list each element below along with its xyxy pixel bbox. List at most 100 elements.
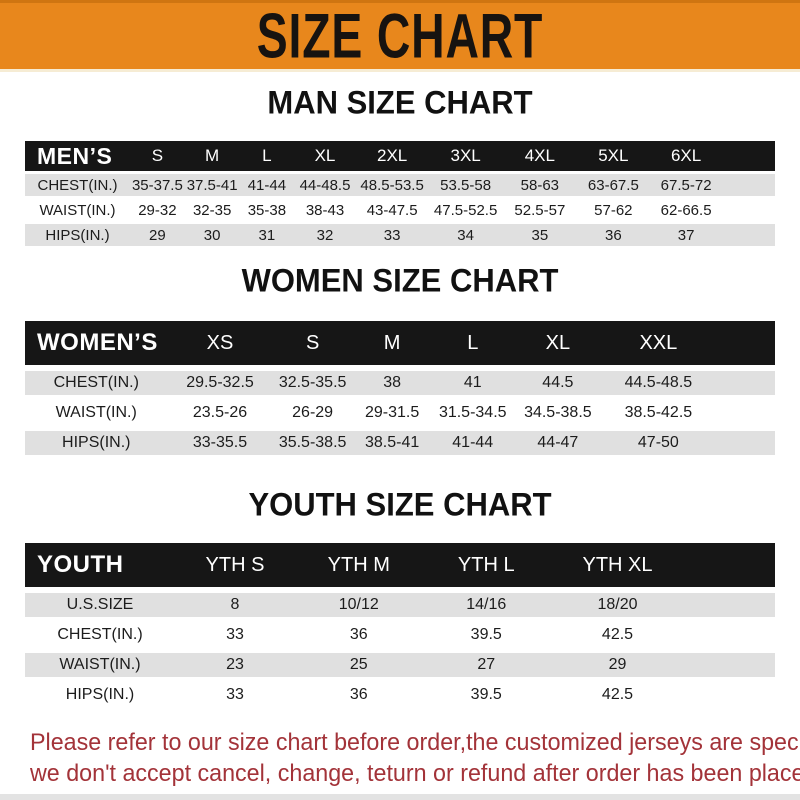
cell-value: 29.5-32.5 (186, 374, 254, 391)
cell-value: 32-35 (192, 201, 232, 219)
cell-value: 33 (226, 686, 244, 703)
cell-value: 31 (258, 226, 276, 244)
cell-value: 39.5 (470, 686, 502, 703)
cell-value: 41 (463, 374, 482, 391)
cell-value: 44.5-48.5 (624, 374, 693, 391)
cell-value: 67.5-72 (660, 176, 712, 194)
women-size-table: WOMEN’S XS S M L XL XXL CHEST(IN.) 29.5-32.5 32.… (25, 315, 775, 461)
cell-value: 29 (608, 656, 627, 673)
cell-value: 29-31.5 (364, 404, 420, 421)
cell-value: 47.5-52.5 (433, 201, 498, 219)
men-table-header-row: MEN’S S M L XL 2XL 3XL 4XL 5XL 6XL (25, 141, 775, 171)
table-row: HIPS(IN.) 29 30 31 32 33 34 35 36 37 (25, 224, 775, 246)
table-row: CHEST(IN.) 33 36 39.5 42.5 (25, 623, 775, 647)
cell-value: 23 (226, 656, 244, 673)
spacer-cell (715, 321, 775, 365)
cell-value: 38.5-42.5 (624, 404, 693, 421)
cell-value: 31.5-34.5 (438, 404, 507, 421)
cell-value: 44-48.5 (299, 176, 351, 194)
spacer-cell (715, 401, 775, 425)
cell-value: 26-29 (292, 404, 334, 421)
cell-value: 8 (230, 596, 240, 613)
cell-value: 33 (383, 226, 401, 244)
table-row: U.S.SIZE 8 10/12 14/16 18/20 (25, 593, 775, 617)
cell-value: 36 (349, 686, 368, 703)
cell-value: 23.5-26 (192, 404, 248, 421)
column-header: M (352, 321, 432, 365)
column-header: XS (167, 321, 273, 365)
cell-value: 38-43 (305, 201, 345, 219)
men-size-table: MEN’S S M L XL 2XL 3XL 4XL 5XL 6XL CHEST(IN.) 35-3… (25, 138, 775, 249)
column-header: 5XL (576, 141, 650, 171)
spacer-cell (722, 174, 775, 196)
cell-value: 35 (531, 226, 549, 244)
column-header: XL (514, 321, 602, 365)
table-row: HIPS(IN.) 33-35.5 35.5-38.5 38.5-41 41-44 44-… (25, 431, 775, 455)
spacer-cell (685, 593, 775, 617)
cell-value: 52.5-57 (514, 201, 566, 219)
cell-value: 36 (605, 226, 622, 244)
row-label: HIPS(IN.) (45, 226, 110, 244)
cell-value: 34.5-38.5 (524, 404, 592, 421)
row-label: HIPS(IN.) (65, 686, 135, 703)
footer-line-1: Please refer to our size chart before or… (30, 729, 800, 756)
cell-value: 25 (349, 656, 368, 673)
cell-value: 34 (457, 226, 474, 244)
column-header: XL (294, 141, 356, 171)
women-table-header-row: WOMEN’S XS S M L XL XXL (25, 321, 775, 365)
women-section-heading: WOMEN SIZE CHART (241, 261, 559, 300)
row-label: WAIST(IN.) (39, 201, 116, 219)
spacer-cell (685, 683, 775, 707)
row-label: U.S.SIZE (66, 596, 134, 613)
youth-table-header-row: YOUTH YTH S YTH M YTH L YTH XL (25, 543, 775, 587)
youth-section-heading: YOUTH SIZE CHART (248, 485, 552, 524)
table-row: HIPS(IN.) 33 36 39.5 42.5 (25, 683, 775, 707)
size-chart-banner: SIZE CHART (0, 0, 800, 72)
row-label: CHEST(IN.) (53, 374, 139, 391)
column-header: YTH S (175, 543, 295, 587)
table-row: WAIST(IN.) 29-32 32-35 35-38 38-43 43-47.5 47.… (25, 199, 775, 221)
spacer-cell (685, 543, 775, 587)
footer-line-2: we don't accept cancel, change, teturn o… (30, 760, 800, 787)
youth-size-table: YOUTH YTH S YTH M YTH L YTH XL U.S.SIZE 8 10/1… (25, 537, 775, 713)
cell-value: 62-66.5 (660, 201, 712, 219)
table-row: WAIST(IN.) 23.5-26 26-29 29-31.5 31.5-34.5 34… (25, 401, 775, 425)
cell-value: 63-67.5 (587, 176, 639, 194)
cell-value: 58-63 (520, 176, 560, 194)
column-header: 2XL (355, 141, 429, 171)
table-title-cell: YOUTH (25, 543, 175, 587)
table-title-cell: MEN’S (25, 141, 130, 171)
cell-value: 57-62 (594, 201, 633, 219)
bottom-strip (0, 794, 800, 800)
column-header: L (431, 321, 514, 365)
cell-value: 44.5 (542, 374, 574, 391)
cell-value: 29 (149, 226, 166, 244)
cell-value: 32.5-35.5 (278, 374, 347, 391)
table-row: CHEST(IN.) 29.5-32.5 32.5-35.5 38 41 44.5 44.5… (25, 371, 775, 395)
spacer-cell (722, 199, 775, 221)
cell-value: 37.5-41 (186, 176, 238, 194)
cell-value: 10/12 (338, 596, 379, 613)
table-row: WAIST(IN.) 23 25 27 29 (25, 653, 775, 677)
cell-value: 14/16 (466, 596, 507, 613)
cell-value: 33-35.5 (192, 434, 248, 451)
cell-value: 32 (316, 226, 334, 244)
cell-value: 37 (677, 226, 695, 244)
cell-value: 41-44 (452, 434, 494, 451)
row-label: WAIST(IN.) (59, 656, 141, 673)
cell-value: 35-38 (247, 201, 287, 219)
cell-value: 33 (226, 626, 244, 643)
man-section-heading: MAN SIZE CHART (267, 83, 533, 122)
cell-value: 29-32 (138, 201, 177, 219)
column-header: YTH L (422, 543, 550, 587)
footer-note: Please refer to our size chart before or… (30, 727, 800, 789)
column-header: M (184, 141, 240, 171)
spacer-cell (715, 431, 775, 455)
cell-value: 42.5 (601, 686, 634, 703)
banner-title: SIZE CHART (256, 0, 544, 72)
spacer-cell (685, 623, 775, 647)
column-header: XXL (601, 321, 715, 365)
table-row: CHEST(IN.) 35-37.5 37.5-41 41-44 44-48.5 48.5… (25, 174, 775, 196)
column-header: 4XL (502, 141, 577, 171)
cell-value: 44-47 (537, 434, 579, 451)
